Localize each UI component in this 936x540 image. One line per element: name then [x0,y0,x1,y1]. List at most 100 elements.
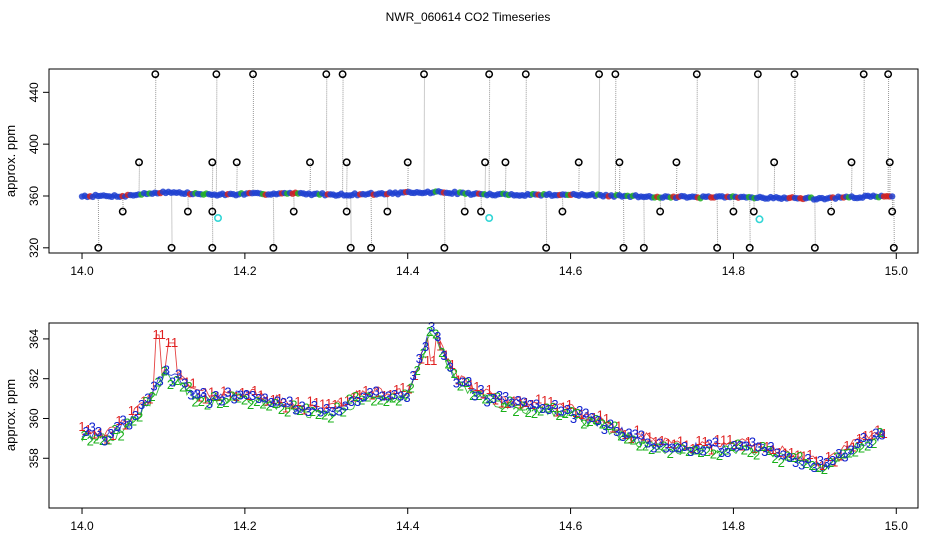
series-2-marker: 2 [290,397,297,412]
series-1-marker: 1 [566,397,573,412]
spike-line [97,195,100,248]
series-1-marker: 1 [782,445,789,460]
series-1-marker: 1 [597,408,604,423]
series-2-marker: 2 [821,462,828,477]
series-2-marker: 2 [759,439,766,454]
series-3-marker: 3 [477,382,484,397]
series-3-marker: 3 [848,442,855,457]
series-3-marker: 3 [169,374,176,389]
series-2-marker: 2 [148,389,155,404]
series-2-marker: 2 [611,418,618,433]
bottom-x-tick-label: 14.0 [70,519,94,533]
series-2-marker: 2 [778,455,785,470]
series-1-marker: 1 [529,397,536,412]
series-1-marker: 1 [152,327,159,342]
series-1-marker: 1 [350,390,357,405]
outlier-point [269,243,278,252]
series-3-marker: 3 [311,398,318,413]
series-2-marker: 2 [697,445,704,460]
series-2-marker: 2 [407,381,414,396]
series-1-marker: 1 [467,377,474,392]
spike-line [423,74,426,193]
spike-line [623,196,625,248]
series-1-marker: 1 [627,431,634,446]
series-2-marker: 2 [444,357,451,372]
outlier-point [619,243,628,252]
series-1-marker: 1 [708,443,715,458]
series-2-marker: 2 [370,394,377,409]
series-1-marker: 1 [430,353,437,368]
series-2-marker: 2 [259,397,266,412]
series-3-marker: 3 [576,403,583,418]
outlier-point [485,70,494,79]
series-2-marker: 2 [531,406,538,421]
series-2-marker: 2 [358,393,365,408]
series-3-marker: 3 [798,458,805,473]
series-2-marker: 2 [266,399,273,414]
series-1-marker: 1 [813,453,820,468]
series-2-marker: 2 [167,377,174,392]
series-1-marker: 1 [726,432,733,447]
series-3-marker: 3 [823,455,830,470]
series-3-marker: 3 [656,436,663,451]
series-2-marker: 2 [654,440,661,455]
series-3-marker: 3 [638,428,645,443]
bottom-x-tick-label: 14.4 [396,519,420,533]
series-2-marker: 2 [309,404,316,419]
bottom-y-tick-label: 364 [27,329,41,349]
series-1-marker: 1 [535,392,542,407]
series-1-marker: 1 [387,387,394,402]
series-2-marker: 2 [105,433,112,448]
series-3-marker: 3 [792,455,799,470]
series-1-marker: 1 [146,392,153,407]
series-1-marker: 1 [115,413,122,428]
series-2-marker: 2 [469,388,476,403]
series-2-marker: 2 [673,439,680,454]
outlier-point [183,207,192,216]
outlier-point [521,70,530,79]
series-3-marker: 3 [113,419,120,434]
series-1-marker: 1 [313,395,320,410]
series-2-marker: 2 [222,395,229,410]
series-3-marker: 3 [274,393,281,408]
outlier-point [558,207,567,216]
series-3-marker: 3 [120,413,127,428]
series-2-marker: 2 [765,443,772,458]
spike-line [643,196,645,248]
outlier-point [745,243,754,252]
series-3-marker: 3 [422,339,429,354]
series-1-marker: 1 [763,439,770,454]
series-1-marker: 1 [683,437,690,452]
flagged-point [755,215,764,224]
bottom-y-tick-label: 360 [27,408,41,428]
spike-line [504,162,507,195]
series-2-marker: 2 [549,400,556,415]
series-1-marker: 1 [177,368,184,383]
series-1-marker: 1 [103,432,110,447]
series-2-marker: 2 [204,398,211,413]
series-3-marker: 3 [305,404,312,419]
series-1-marker: 1 [418,351,425,366]
series-3-marker: 3 [157,374,164,389]
series-2-marker: 2 [704,444,711,459]
series-2-marker: 2 [556,408,563,423]
spike-line [350,194,352,248]
spike-line [578,162,580,195]
series-1-marker: 1 [424,353,431,368]
outlier-point [672,158,681,167]
series-1-marker: 1 [800,449,807,464]
series-1-marker: 1 [233,389,240,404]
top-panel-frame [48,68,919,254]
series-1-marker: 1 [473,379,480,394]
series-1-marker: 1 [510,394,517,409]
series-1-marker: 1 [91,426,98,441]
spike-line [716,197,719,248]
series-1-marker: 1 [220,383,227,398]
outlier-point [884,70,893,79]
series-3-marker: 3 [471,388,478,403]
spike-line [545,194,548,248]
series-2-marker: 2 [130,413,137,428]
series-3-marker: 3 [459,374,466,389]
series-2-marker: 2 [117,428,124,443]
